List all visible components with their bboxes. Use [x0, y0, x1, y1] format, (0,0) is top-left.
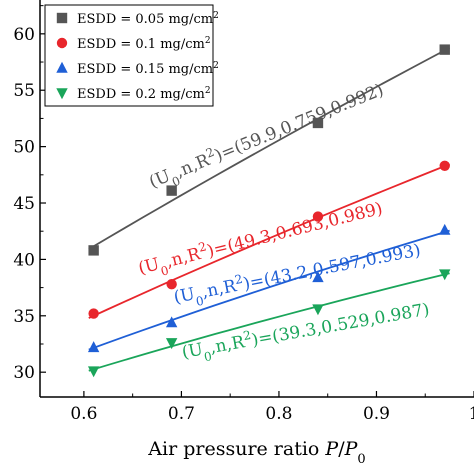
x-tick-label: 0.9	[363, 404, 390, 424]
annotation-subscript: 0	[203, 349, 213, 364]
legend-text: ESDD = 0.1 mg/cm	[77, 37, 205, 52]
x-axis-label-text: /	[338, 438, 345, 460]
marker-triangle-down	[87, 366, 100, 378]
marker-triangle-down	[312, 304, 324, 316]
x-tick-label: 1	[469, 404, 474, 424]
annotation-text: (U	[180, 340, 204, 363]
y-tick-label: 30	[13, 363, 35, 383]
marker-triangle-up	[165, 316, 178, 328]
legend-box	[44, 4, 214, 107]
marker-circle	[88, 308, 99, 319]
marker-square	[166, 185, 177, 196]
y-tick-label: 55	[13, 81, 35, 101]
x-axis-label: Air pressure ratio P/P0	[147, 438, 365, 467]
annotation-text: )=(59.9,0.759,0.992)	[212, 80, 387, 166]
marker-square	[88, 245, 99, 256]
y-tick-label: 40	[13, 250, 35, 270]
legend-entry: ESDD = 0.05 mg/cm2	[77, 11, 219, 27]
annotation-text: (U	[136, 254, 161, 278]
annotation-superscript: 2	[242, 328, 252, 343]
annotation-text: (U	[172, 284, 196, 308]
x-axis-label-group: Air pressure ratio P/P0	[147, 438, 365, 467]
axes: 0.6 0.7 0.8 0.9 1 30 35 40 45 50 55 60	[13, 0, 474, 424]
legend-superscript: 2	[205, 86, 211, 96]
fit-line	[88, 47, 451, 250]
marker-circle	[439, 160, 450, 171]
annotation-superscript: 2	[234, 272, 244, 287]
legend-entry: ESDD = 0.1 mg/cm2	[77, 36, 211, 52]
fit-lines	[88, 47, 451, 372]
marker-triangle-up	[87, 341, 100, 353]
x-tick-label: 0.7	[168, 404, 195, 424]
annotation-subscript: 0	[195, 294, 205, 309]
marker-triangle-up	[439, 223, 451, 235]
marker-triangle-down	[165, 338, 178, 350]
y-tick-label: 35	[13, 307, 35, 327]
legend-superscript: 2	[213, 61, 219, 71]
fit-line	[88, 229, 450, 351]
marker-circle	[166, 279, 177, 290]
fit-line	[88, 272, 450, 372]
legend-superscript: 2	[205, 36, 211, 46]
fit-annotations: (U0,n,R2)=(59.9,0.759,0.992)(U0,n,R2)=(4…	[136, 80, 432, 368]
marker-square	[312, 117, 324, 129]
legend-text: ESDD = 0.05 mg/cm	[77, 12, 213, 27]
x-tick-label: 0.6	[70, 404, 97, 424]
legend-entry: ESDD = 0.2 mg/cm2	[77, 86, 211, 102]
marker-triangle-up	[56, 61, 68, 73]
marker-triangle-down	[439, 269, 451, 281]
y-tick-label: 45	[13, 194, 35, 214]
legend-text: ESDD = 0.15 mg/cm	[77, 62, 213, 77]
marker-triangle-down	[56, 88, 68, 100]
marker-circle	[56, 37, 68, 49]
marker-circle	[312, 211, 324, 222]
marker-triangle-up	[312, 271, 324, 283]
x-axis-label-var: P	[344, 438, 359, 460]
fit-line	[88, 163, 450, 319]
annotation-text: ,n,R	[209, 332, 248, 358]
x-axis-label-var: P	[324, 438, 339, 460]
y-tick-label: 50	[13, 138, 35, 158]
x-axis-label-text: Air pressure ratio	[147, 438, 325, 460]
marker-square	[439, 44, 450, 55]
y-tick-label: 60	[13, 25, 35, 45]
annotation-text: )=(39.3,0.529,0.987)	[250, 300, 431, 351]
data-markers	[87, 44, 451, 378]
legend-text: ESDD = 0.2 mg/cm	[77, 87, 205, 102]
x-axis-label-subscript: 0	[357, 452, 365, 467]
annotation-superscript: 2	[197, 239, 208, 254]
x-tick-label: 0.8	[265, 404, 292, 424]
marker-square	[56, 12, 68, 24]
annotation-subscript: 0	[159, 263, 170, 278]
legend-superscript: 2	[213, 11, 219, 21]
legend-entry: ESDD = 0.15 mg/cm2	[77, 61, 219, 77]
fit-annotation: (U0,n,R2)=(39.3,0.529,0.987)	[180, 297, 432, 368]
